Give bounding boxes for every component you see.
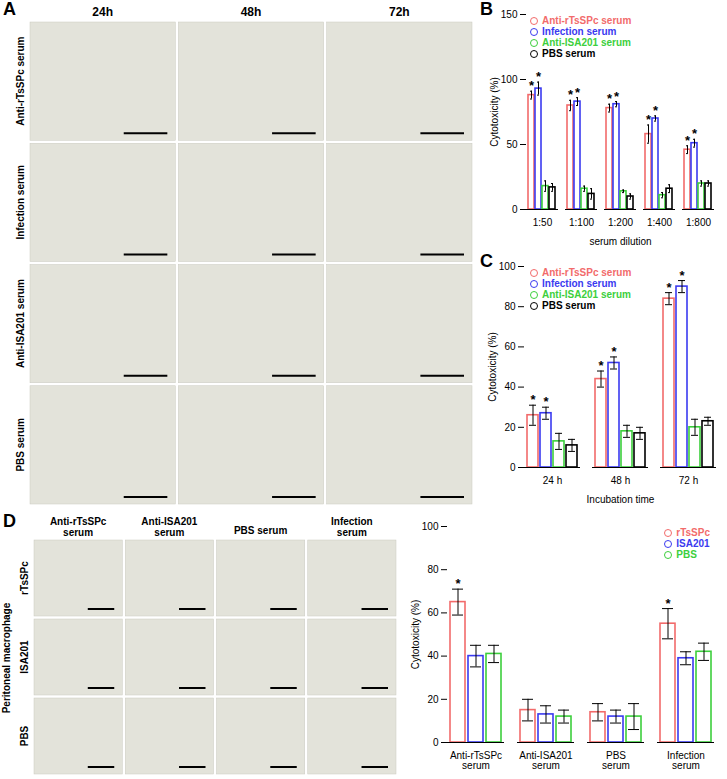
svg-text:24h: 24h: [92, 5, 113, 19]
svg-text:100: 100: [422, 521, 439, 532]
svg-text:60: 60: [427, 607, 439, 618]
html-text:ISA201: ISA201: [676, 538, 710, 549]
svg-text:0: 0: [512, 204, 518, 215]
svg-text:*: *: [614, 89, 620, 104]
svg-text:0: 0: [433, 737, 439, 748]
svg-text:*: *: [692, 126, 698, 141]
svg-text:Incubation time: Incubation time: [587, 494, 655, 505]
svg-text:*: *: [646, 112, 652, 127]
svg-text:*: *: [575, 85, 581, 100]
svg-text:100: 100: [499, 261, 516, 272]
svg-text:*: *: [679, 268, 685, 283]
svg-text:Cytotoxicity (%): Cytotoxicity (%): [410, 600, 421, 669]
svg-text:40: 40: [504, 381, 516, 392]
html-text:A: A: [3, 0, 16, 19]
html-text:Anti-rTsSPc serum: Anti-rTsSPc serum: [542, 267, 632, 278]
svg-text:80: 80: [427, 564, 439, 575]
svg-text:Cytotoxicity (%): Cytotoxicity (%): [489, 77, 500, 146]
html-text:Infection serum: Infection serum: [542, 278, 617, 289]
svg-text:100: 100: [501, 74, 518, 85]
html-text:D: D: [3, 511, 16, 531]
svg-text:1:100: 1:100: [569, 217, 594, 228]
svg-text:Infectionserum: Infectionserum: [667, 750, 705, 771]
html-text:PBS serum: PBS serum: [542, 48, 596, 59]
svg-text:*: *: [653, 103, 659, 118]
svg-text:1:50: 1:50: [533, 217, 553, 228]
svg-text:*: *: [536, 69, 542, 84]
svg-text:PBS serum: PBS serum: [234, 525, 287, 536]
svg-text:0: 0: [510, 462, 516, 473]
html-text:Infection serum: Infection serum: [542, 26, 617, 37]
svg-text:Anti-ISA201: Anti-ISA201: [141, 516, 198, 527]
svg-text:72 h: 72 h: [679, 475, 698, 486]
svg-text:serum: serum: [154, 527, 184, 538]
svg-text:1:200: 1:200: [608, 217, 633, 228]
svg-text:serum dilution: serum dilution: [589, 236, 651, 247]
svg-text:*: *: [455, 576, 461, 591]
svg-text:PBS serum: PBS serum: [15, 418, 26, 471]
svg-text:80: 80: [504, 301, 516, 312]
svg-text:*: *: [666, 280, 672, 295]
html-text:PBS serum: PBS serum: [542, 300, 596, 311]
svg-text:PBSserum: PBSserum: [602, 750, 630, 771]
svg-text:*: *: [607, 91, 613, 106]
svg-text:ISA201: ISA201: [19, 640, 30, 674]
svg-text:72h: 72h: [389, 5, 410, 19]
svg-text:Anti-ISA201 serum: Anti-ISA201 serum: [15, 279, 26, 368]
svg-text:*: *: [530, 392, 536, 407]
html-text:Anti-ISA201 serum: Anti-ISA201 serum: [542, 289, 631, 300]
html-text:B: B: [480, 0, 493, 19]
svg-text:rTsSPc: rTsSPc: [19, 561, 30, 595]
svg-text:*: *: [529, 78, 535, 93]
svg-text:20: 20: [427, 694, 439, 705]
svg-text:60: 60: [504, 341, 516, 352]
svg-text:Anti-rTsSPc: Anti-rTsSPc: [50, 516, 107, 527]
svg-text:40: 40: [427, 650, 439, 661]
svg-text:48h: 48h: [241, 5, 262, 19]
svg-text:150: 150: [501, 9, 518, 20]
html-text:C: C: [480, 251, 493, 271]
svg-text:50: 50: [506, 139, 518, 150]
svg-text:Infection: Infection: [331, 516, 373, 527]
svg-text:*: *: [665, 596, 671, 611]
html-text:PBS: PBS: [676, 549, 697, 560]
svg-text:Infection serum: Infection serum: [15, 165, 26, 240]
svg-text:*: *: [543, 394, 549, 409]
svg-text:*: *: [685, 133, 691, 148]
html-text:Anti-rTsSPc serum: Anti-rTsSPc serum: [542, 15, 632, 26]
svg-text:serum: serum: [63, 527, 93, 538]
svg-text:*: *: [598, 358, 604, 373]
svg-text:Anti-rTsSPcserum: Anti-rTsSPcserum: [450, 750, 502, 771]
svg-text:20: 20: [504, 422, 516, 433]
svg-text:1:800: 1:800: [686, 217, 711, 228]
svg-text:*: *: [568, 87, 574, 102]
svg-text:Anti-rTsSPc serum: Anti-rTsSPc serum: [15, 36, 26, 125]
svg-text:*: *: [611, 344, 617, 359]
svg-text:Anti-ISA201serum: Anti-ISA201serum: [519, 750, 573, 771]
svg-text:1:400: 1:400: [647, 217, 672, 228]
html-text:Anti-ISA201 serum: Anti-ISA201 serum: [542, 37, 631, 48]
svg-text:PBS: PBS: [19, 725, 30, 746]
svg-text:48 h: 48 h: [611, 475, 630, 486]
svg-text:24 h: 24 h: [543, 475, 562, 486]
svg-text:serum: serum: [337, 527, 367, 538]
svg-text:Peritoneal macrophage: Peritoneal macrophage: [1, 602, 12, 713]
svg-text:Cytotoxicity (%): Cytotoxicity (%): [487, 332, 498, 401]
html-text:rTsSPc: rTsSPc: [676, 527, 710, 538]
